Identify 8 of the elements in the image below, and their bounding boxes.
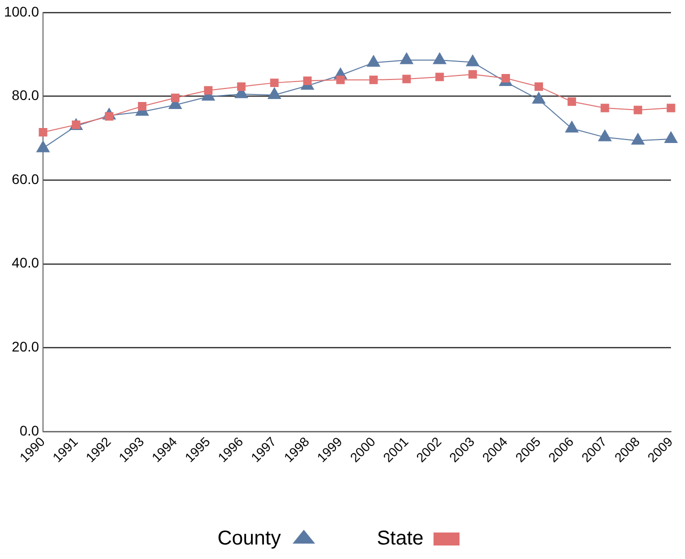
y-tick-label: 100.0 [4, 3, 40, 20]
y-tick-label: 80.0 [12, 87, 40, 104]
legend-label: State [376, 528, 424, 550]
y-tick-label: 0.0 [20, 422, 40, 438]
y-tick-label: 20.0 [12, 338, 40, 355]
legend-label: County [217, 528, 281, 550]
y-tick-label: 60.0 [12, 170, 40, 187]
y-tick-label: 40.0 [12, 254, 40, 271]
